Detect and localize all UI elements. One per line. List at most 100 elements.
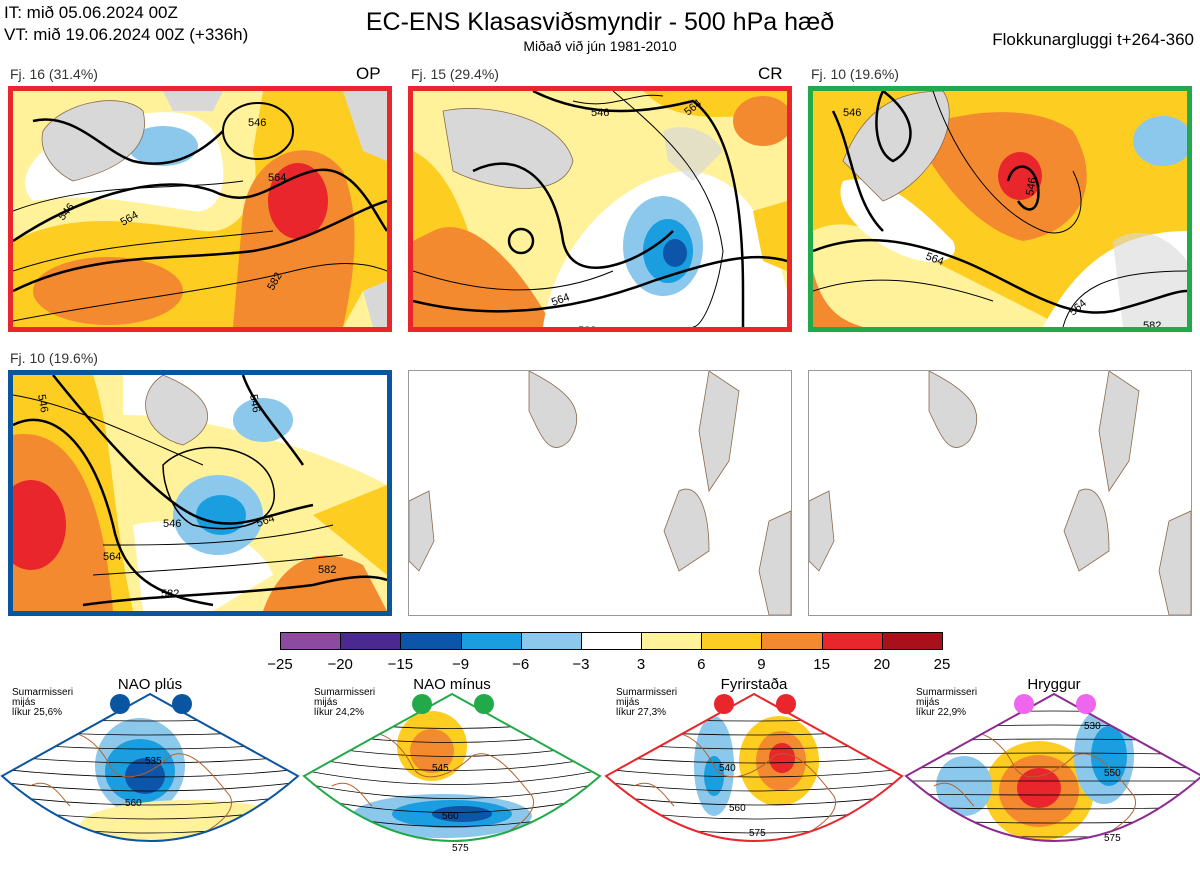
regime-contour-label: 575 [452,843,469,854]
panel-1-label: Fj. 16 (31.4%) [10,66,98,82]
regime-panel: 545 560 575 NAO mínus Sumarmisseri mijás líkur… [302,676,602,871]
regime-map: 535 560 [0,692,300,861]
contour-label: 546 [163,518,181,530]
initial-time: IT: mið 05.06.2024 00Z [4,3,178,22]
contour-label: 564 [255,512,276,530]
regime-contour-label: 560 [729,803,746,814]
colorbar-cell [761,632,823,650]
regime-marker-dot [776,694,796,714]
contour-label: 564 [268,172,286,184]
panel-2-label: Fj. 15 (29.4%) [411,66,499,82]
colorbar-tick-label: −25 [267,656,293,673]
regime-contour-label: 550 [1104,768,1121,779]
regime-info-line: Sumarmisseri [916,687,978,698]
regime-info-line: líkur 24,2% [314,707,365,718]
regime-info-line: Sumarmisseri [314,687,376,698]
anomaly-area [1017,768,1061,808]
anomaly-area [936,756,992,816]
contour-label: 564 [103,551,121,563]
height-contour [906,766,1200,769]
regime-fan-outline [0,692,300,842]
regime-contour-label: 560 [442,811,459,822]
regime-info-line: mijás [314,697,338,708]
regime-title: NAO plús [117,676,183,693]
contour-label: 582 [161,588,179,600]
regime-info-line: mijás [916,697,940,708]
colorbar-cell [881,632,943,650]
cluster-map-1: 546 546 564 564 582 [8,86,392,332]
colorbar-tick-label: −20 [327,656,353,673]
contour-label: 582 [578,325,596,327]
panel-2-tag: CR [758,64,783,83]
panel-1-tag: OP [356,64,381,83]
height-contour [606,767,902,778]
empty-map-5 [408,370,792,616]
cluster-map-3: 546 546 564 564 582 [808,86,1192,332]
height-contour [2,767,298,778]
cluster-map-4: 546 546 546 564 564 582 582 [8,370,392,616]
colorbar-tick-label: 6 [697,656,706,673]
regime-contour-label: 530 [1084,721,1101,732]
regime-title: Hryggur [1027,676,1081,693]
anomaly-area [80,800,298,841]
height-contour [304,780,600,799]
regime-marker-dot [1076,694,1096,714]
anomaly-area [432,806,492,822]
height-contour [906,793,1200,796]
height-contour [904,846,1200,851]
coastline [331,732,535,841]
regime-contour-label: 545 [432,763,449,774]
height-contour [0,846,300,861]
regime-contour-label: 560 [125,798,142,809]
contour-label: 546 [591,107,609,119]
valid-time: VT: mið 19.06.2024 00Z (+336h) [4,25,249,44]
contour-label: 582 [318,564,336,576]
contour-label: 546 [35,393,50,413]
colorbar-cell [701,632,763,650]
contour-label: 546 [248,117,266,129]
empty-map-6-graphic [809,371,1191,615]
regime-contour-label: 575 [749,828,766,839]
regime-contour-label: 535 [145,756,162,767]
colorbar [280,632,943,652]
regime-info-line: líkur 27,3% [616,707,667,718]
contour-label: 546 [1024,176,1039,196]
cluster-map-1-graphic: 546 546 564 564 582 [13,91,387,327]
anomaly-area [410,729,454,773]
header-times: IT: mið 05.06.2024 00Z VT: mið 19.06.202… [4,2,248,46]
cluster-map-2: 546 564 564 582 [408,86,792,332]
colorbar-tick-label: 9 [757,656,766,673]
anomaly-area [704,756,724,796]
colorbar-cell [460,632,522,650]
coastline [29,732,233,841]
height-contour [304,767,600,785]
colorbar-cell [520,632,582,650]
colorbar-tick-label: 20 [873,656,891,673]
regime-marker-dot [474,694,494,714]
colorbar-tick-label: −15 [387,656,414,673]
colorbar-cell [580,632,643,650]
colorbar-tick-label: 25 [933,656,951,673]
colorbar-tick-label: 3 [636,656,646,673]
coastline [933,732,1137,841]
regime-marker-dot [412,694,432,714]
colorbar-tick-label: −6 [512,656,530,673]
regime-marker-dot [1014,694,1034,714]
panel-4-label: Fj. 10 (19.6%) [10,350,98,366]
height-contour [604,846,904,861]
regime-info-line: líkur 22,9% [916,707,967,718]
classification-window: Flokkunargluggi t+264-360 [992,30,1194,49]
regime-info: Sumarmisseri mijás líkur 24,2% [314,688,375,718]
colorbar-cell [340,632,402,650]
contour-label: 582 [1143,320,1161,327]
contour-label: 546 [843,107,861,119]
regime-map: 540 560 575 [604,692,904,861]
colorbar-tick-label: 15 [813,656,830,673]
regime-panel: 530 550 575 Hryggur Sumarmisseri mijás líkur 2… [904,676,1200,871]
anomaly-area [769,743,795,773]
regime-info-line: Sumarmisseri [12,687,74,698]
colorbar-tick-label: −3 [572,656,590,673]
cluster-map-4-graphic: 546 546 546 564 564 582 582 [13,375,387,611]
regime-map: 545 560 575 [302,692,602,854]
colorbar-cell [641,632,703,650]
